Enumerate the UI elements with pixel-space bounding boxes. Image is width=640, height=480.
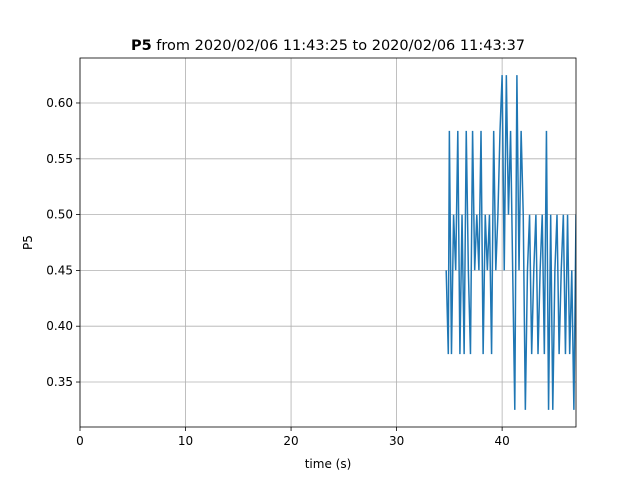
y-tick-label: 0.40: [46, 319, 73, 333]
x-tick-label: 20: [283, 434, 298, 448]
plot-frame: [79, 57, 577, 428]
y-tick-label: 0.35: [46, 375, 73, 389]
y-axis-label: P5: [21, 235, 35, 250]
x-tick-label: 0: [76, 434, 84, 448]
x-tick-label: 40: [494, 434, 509, 448]
y-tick-label: 0.45: [46, 263, 73, 277]
x-axis-label: time (s): [305, 457, 352, 471]
y-tick-label: 0.60: [46, 96, 73, 110]
chart-title: P5 from 2020/02/06 11:43:25 to 2020/02/0…: [131, 38, 525, 54]
title-text: from 2020/02/06 11:43:25 to 2020/02/06 1…: [156, 38, 525, 54]
x-tick-label: 10: [178, 434, 193, 448]
x-tick-label: 30: [389, 434, 404, 448]
title-bold: P5: [131, 38, 152, 54]
y-tick-label: 0.55: [46, 152, 73, 166]
data-line: [445, 75, 576, 410]
y-tick-label: 0.50: [46, 208, 73, 222]
